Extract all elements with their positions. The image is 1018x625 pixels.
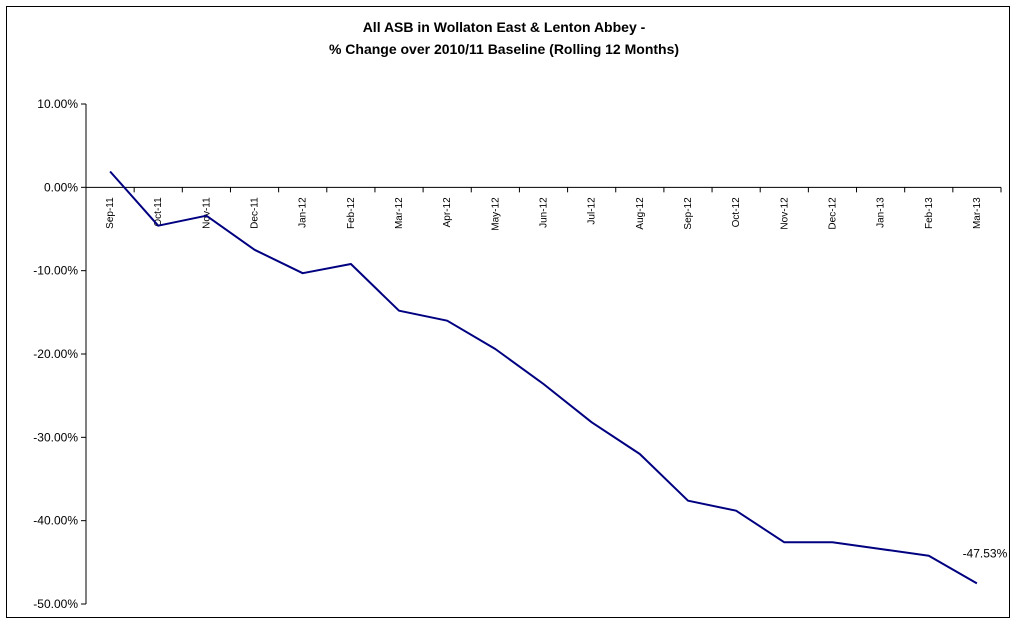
x-tick-label: Feb-13 [924,197,935,229]
y-tick-label: -40.00% [33,514,78,528]
x-tick-label: Mar-13 [972,197,983,229]
series-line [109,170,978,585]
x-tick-label: Dec-11 [250,197,261,229]
y-tick-label: -50.00% [33,597,78,611]
chart-title: All ASB in Wollaton East & Lenton Abbey … [363,19,646,35]
x-tick-label: Feb-12 [346,197,357,229]
chart-subtitle: % Change over 2010/11 Baseline (Rolling … [329,41,679,57]
series [109,170,978,585]
x-tick-label: Jan-12 [298,197,309,228]
x-tick-label: May-12 [490,197,501,231]
x-tick-label: Apr-12 [442,197,453,227]
y-tick-label: 10.00% [37,97,78,111]
x-tick-label: Oct-11 [153,197,164,227]
axes [81,103,1002,605]
x-tick-label: Sep-12 [683,197,694,230]
x-tick-label: Aug-12 [635,197,646,230]
y-tick-label: -30.00% [33,430,78,444]
data-labels: -47.53% [963,546,1008,560]
y-tick-label: -10.00% [33,264,78,278]
x-tick-label: Jun-12 [539,197,550,228]
chart-area: All ASB in Wollaton East & Lenton Abbey … [6,6,1010,618]
y-tick-label: -20.00% [33,347,78,361]
x-tick-label: Oct-12 [731,197,742,227]
line-chart: All ASB in Wollaton East & Lenton Abbey … [33,19,1008,611]
x-tick-label: Dec-12 [827,197,838,230]
x-tick-label: Nov-11 [201,197,212,229]
x-tick-label: Jan-13 [876,197,887,228]
x-tick-label: Mar-12 [394,197,405,229]
y-tick-label: 0.00% [44,180,78,194]
data-label: -47.53% [963,546,1008,560]
x-tick-label: Nov-12 [779,197,790,230]
x-tick-label: Sep-11 [105,197,116,229]
x-tick-label: Jul-12 [587,197,598,225]
tick-labels: 10.00% 0.00% -10.00% -20.00% -30.00% -40.00% -… [33,97,983,611]
